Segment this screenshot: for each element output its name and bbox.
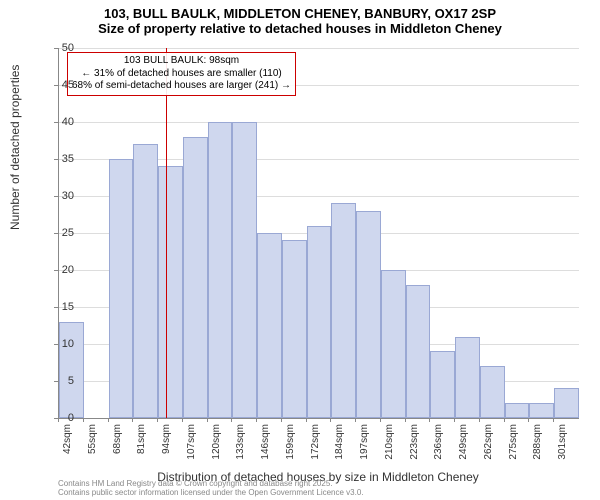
x-tick-mark — [157, 418, 158, 422]
histogram-bar — [505, 403, 530, 418]
histogram-bar — [158, 166, 183, 418]
histogram-bar — [183, 137, 208, 418]
x-tick-mark — [256, 418, 257, 422]
histogram-bar — [406, 285, 431, 418]
histogram-bar — [455, 337, 480, 418]
y-tick-mark — [54, 159, 58, 160]
annotation-line3: 68% of semi-detached houses are larger (… — [72, 80, 291, 93]
x-tick-label: 184sqm — [334, 424, 345, 468]
histogram-bar — [381, 270, 406, 418]
histogram-bar — [282, 240, 307, 418]
y-tick-label: 20 — [44, 264, 74, 276]
y-tick-mark — [54, 233, 58, 234]
x-tick-label: 288sqm — [532, 424, 543, 468]
marker-line — [166, 48, 167, 418]
y-tick-label: 25 — [44, 227, 74, 239]
x-tick-label: 94sqm — [161, 424, 172, 468]
x-tick-mark — [504, 418, 505, 422]
x-tick-label: 107sqm — [186, 424, 197, 468]
histogram-bar — [232, 122, 257, 418]
chart-title-line2: Size of property relative to detached ho… — [0, 21, 600, 36]
chart-container: 103, BULL BAULK, MIDDLETON CHENEY, BANBU… — [0, 0, 600, 500]
x-tick-mark — [306, 418, 307, 422]
histogram-bar — [257, 233, 282, 418]
y-axis-label: Number of detached properties — [8, 65, 22, 230]
y-tick-label: 15 — [44, 301, 74, 313]
y-tick-mark — [54, 270, 58, 271]
x-tick-mark — [429, 418, 430, 422]
x-tick-mark — [182, 418, 183, 422]
x-tick-mark — [330, 418, 331, 422]
y-tick-mark — [54, 85, 58, 86]
histogram-bar — [307, 226, 332, 418]
x-tick-label: 223sqm — [409, 424, 420, 468]
histogram-bar — [133, 144, 158, 418]
chart-plot-area: 103 BULL BAULK: 98sqm ← 31% of detached … — [58, 48, 579, 419]
x-tick-mark — [553, 418, 554, 422]
x-tick-mark — [405, 418, 406, 422]
histogram-bar — [480, 366, 505, 418]
x-tick-label: 146sqm — [260, 424, 271, 468]
x-tick-mark — [380, 418, 381, 422]
x-tick-mark — [108, 418, 109, 422]
y-tick-mark — [54, 381, 58, 382]
x-tick-label: 236sqm — [433, 424, 444, 468]
y-tick-label: 0 — [44, 412, 74, 424]
x-tick-mark — [58, 418, 59, 422]
x-tick-label: 172sqm — [310, 424, 321, 468]
x-tick-mark — [83, 418, 84, 422]
histogram-bar — [529, 403, 554, 418]
x-tick-label: 262sqm — [483, 424, 494, 468]
y-tick-label: 50 — [44, 42, 74, 54]
x-tick-mark — [231, 418, 232, 422]
x-tick-label: 42sqm — [62, 424, 73, 468]
y-tick-label: 10 — [44, 338, 74, 350]
y-tick-mark — [54, 122, 58, 123]
x-tick-label: 159sqm — [285, 424, 296, 468]
y-tick-label: 40 — [44, 116, 74, 128]
x-tick-label: 81sqm — [136, 424, 147, 468]
x-tick-mark — [355, 418, 356, 422]
histogram-bar — [59, 322, 84, 418]
y-tick-label: 5 — [44, 375, 74, 387]
annotation-line1: 103 BULL BAULK: 98sqm — [72, 55, 291, 68]
y-tick-label: 45 — [44, 79, 74, 91]
x-tick-label: 249sqm — [458, 424, 469, 468]
histogram-bar — [331, 203, 356, 418]
y-tick-label: 30 — [44, 190, 74, 202]
x-tick-mark — [132, 418, 133, 422]
grid-line — [59, 122, 579, 123]
x-tick-label: 197sqm — [359, 424, 370, 468]
annotation-line2: ← 31% of detached houses are smaller (11… — [72, 68, 291, 81]
x-tick-label: 275sqm — [508, 424, 519, 468]
chart-footer: Contains HM Land Registry data © Crown c… — [58, 480, 364, 498]
x-tick-mark — [479, 418, 480, 422]
x-tick-label: 120sqm — [211, 424, 222, 468]
x-tick-mark — [281, 418, 282, 422]
y-tick-mark — [54, 307, 58, 308]
y-tick-mark — [54, 344, 58, 345]
chart-title-line1: 103, BULL BAULK, MIDDLETON CHENEY, BANBU… — [0, 0, 600, 21]
histogram-bar — [554, 388, 579, 418]
grid-line — [59, 48, 579, 49]
annotation-box: 103 BULL BAULK: 98sqm ← 31% of detached … — [67, 52, 296, 96]
histogram-bar — [430, 351, 455, 418]
x-tick-mark — [528, 418, 529, 422]
x-tick-mark — [454, 418, 455, 422]
histogram-bar — [356, 211, 381, 418]
x-tick-label: 133sqm — [235, 424, 246, 468]
x-tick-label: 68sqm — [112, 424, 123, 468]
histogram-bar — [109, 159, 134, 418]
footer-line2: Contains public sector information licen… — [58, 489, 364, 498]
x-tick-mark — [207, 418, 208, 422]
x-tick-label: 55sqm — [87, 424, 98, 468]
y-tick-mark — [54, 196, 58, 197]
x-tick-label: 210sqm — [384, 424, 395, 468]
y-tick-mark — [54, 48, 58, 49]
histogram-bar — [208, 122, 233, 418]
y-tick-label: 35 — [44, 153, 74, 165]
x-tick-label: 301sqm — [557, 424, 568, 468]
